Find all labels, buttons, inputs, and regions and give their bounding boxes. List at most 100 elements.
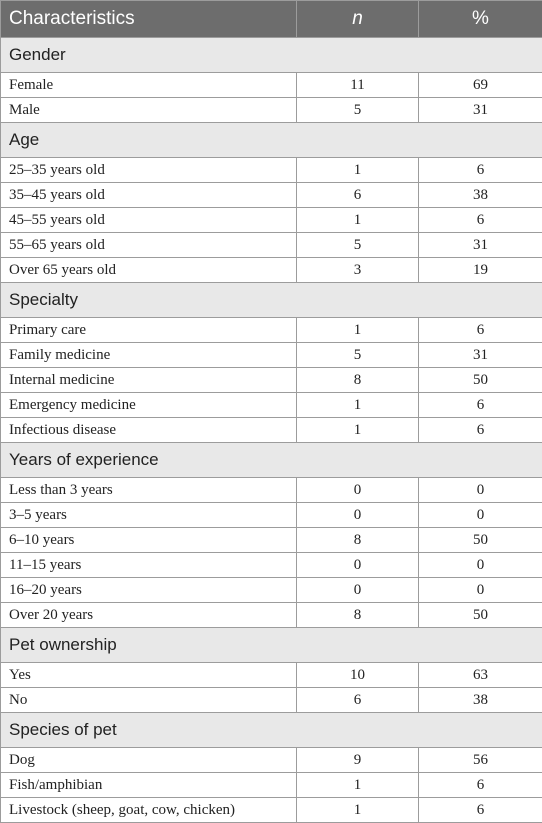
row-label: 16–20 years: [1, 578, 297, 603]
row-label: 45–55 years old: [1, 208, 297, 233]
row-label: 3–5 years: [1, 503, 297, 528]
row-n: 3: [297, 258, 419, 283]
row-n: 11: [297, 73, 419, 98]
row-label: Internal medicine: [1, 368, 297, 393]
row-n: 6: [297, 183, 419, 208]
row-percent: 0: [419, 503, 542, 528]
row-n: 10: [297, 663, 419, 688]
row-n: 1: [297, 208, 419, 233]
row-n: 5: [297, 343, 419, 368]
row-label: Female: [1, 73, 297, 98]
row-label: Less than 3 years: [1, 478, 297, 503]
row-n: 8: [297, 603, 419, 628]
row-n: 1: [297, 418, 419, 443]
row-percent: 0: [419, 478, 542, 503]
row-label: 35–45 years old: [1, 183, 297, 208]
section-row: Pet ownership: [1, 628, 542, 663]
row-label: Emergency medicine: [1, 393, 297, 418]
row-label: Family medicine: [1, 343, 297, 368]
row-n: 0: [297, 478, 419, 503]
row-label: Male: [1, 98, 297, 123]
row-label: Primary care: [1, 318, 297, 343]
row-label: 6–10 years: [1, 528, 297, 553]
header-percent: %: [419, 1, 542, 38]
row-percent: 50: [419, 368, 542, 393]
section-title: Gender: [1, 38, 542, 73]
row-percent: 31: [419, 343, 542, 368]
row-n: 1: [297, 798, 419, 823]
row-percent: 63: [419, 663, 542, 688]
row-label: Fish/amphibian: [1, 773, 297, 798]
row-percent: 38: [419, 688, 542, 713]
section-title: Pet ownership: [1, 628, 542, 663]
row-percent: 0: [419, 553, 542, 578]
section-title: Years of experience: [1, 443, 542, 478]
row-label: No: [1, 688, 297, 713]
row-percent: 56: [419, 748, 542, 773]
row-percent: 6: [419, 318, 542, 343]
row-percent: 50: [419, 603, 542, 628]
row-label: Yes: [1, 663, 297, 688]
row-percent: 69: [419, 73, 542, 98]
row-percent: 50: [419, 528, 542, 553]
row-label: Over 65 years old: [1, 258, 297, 283]
row-n: 1: [297, 318, 419, 343]
row-n: 1: [297, 773, 419, 798]
section-title: Specialty: [1, 283, 542, 318]
row-percent: 31: [419, 233, 542, 258]
row-n: 5: [297, 233, 419, 258]
row-label: Livestock (sheep, goat, cow, chicken): [1, 798, 297, 823]
row-label: 55–65 years old: [1, 233, 297, 258]
row-n: 1: [297, 158, 419, 183]
row-percent: 19: [419, 258, 542, 283]
row-n: 1: [297, 393, 419, 418]
row-label: Dog: [1, 748, 297, 773]
row-label: Over 20 years: [1, 603, 297, 628]
row-percent: 6: [419, 393, 542, 418]
section-row: Years of experience: [1, 443, 542, 478]
row-percent: 31: [419, 98, 542, 123]
row-percent: 6: [419, 798, 542, 823]
section-title: Species of pet: [1, 713, 542, 748]
row-n: 9: [297, 748, 419, 773]
row-n: 0: [297, 503, 419, 528]
row-percent: 6: [419, 208, 542, 233]
row-label: Infectious disease: [1, 418, 297, 443]
row-n: 0: [297, 553, 419, 578]
section-row: Specialty: [1, 283, 542, 318]
row-n: 8: [297, 368, 419, 393]
row-n: 8: [297, 528, 419, 553]
row-n: 0: [297, 578, 419, 603]
row-n: 6: [297, 688, 419, 713]
section-row: Species of pet: [1, 713, 542, 748]
row-label: 25–35 years old: [1, 158, 297, 183]
section-row: Gender: [1, 38, 542, 73]
row-percent: 6: [419, 158, 542, 183]
table-header-row: Characteristics n %: [1, 1, 542, 38]
row-percent: 6: [419, 773, 542, 798]
header-characteristics: Characteristics: [1, 1, 297, 38]
row-label: 11–15 years: [1, 553, 297, 578]
section-title: Age: [1, 123, 542, 158]
